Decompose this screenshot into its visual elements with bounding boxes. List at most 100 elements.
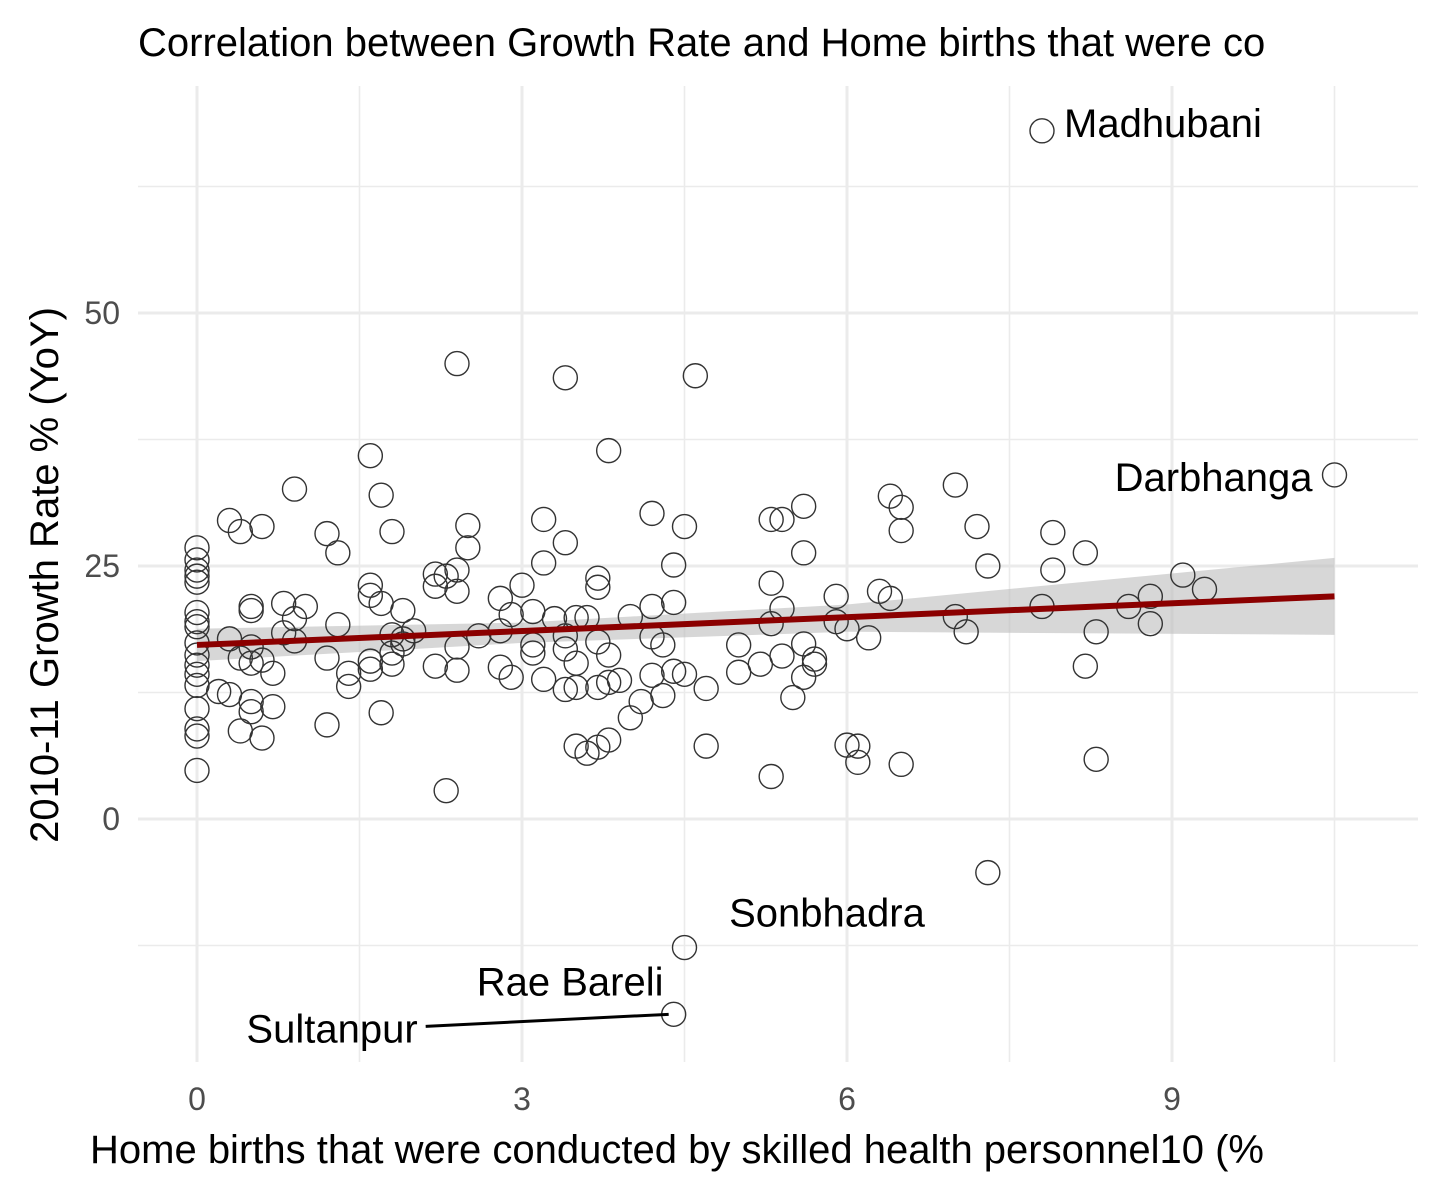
data-point	[281, 476, 308, 502]
data-point	[184, 563, 210, 589]
data-point	[671, 661, 698, 687]
x-tick-label: 0	[188, 1081, 206, 1117]
data-point	[520, 640, 546, 666]
data-point	[660, 589, 687, 616]
x-axis-title: Home births that were conducted by skill…	[90, 1128, 1264, 1172]
data-point	[433, 777, 459, 804]
data-point	[184, 695, 210, 722]
data-point	[1040, 519, 1066, 546]
data-point	[357, 572, 384, 598]
y-tick-label: 50	[84, 295, 120, 331]
data-point	[260, 693, 286, 720]
annotation-label: Rae Bareli	[477, 961, 664, 1005]
data-point	[184, 608, 210, 635]
data-point	[184, 652, 210, 678]
data-point	[184, 599, 210, 626]
data-point	[357, 656, 384, 682]
data-point	[357, 648, 384, 674]
data-point	[942, 603, 969, 630]
data-point	[801, 646, 828, 672]
data-point	[1321, 462, 1348, 488]
data-point	[433, 563, 459, 589]
data-point	[455, 535, 481, 561]
data-point	[184, 547, 210, 573]
chart-title: Correlation between Growth Rate and Home…	[138, 21, 1265, 65]
data-point	[585, 574, 611, 600]
data-point	[379, 651, 405, 677]
data-point	[184, 557, 210, 583]
data-point	[660, 552, 687, 578]
data-point	[444, 657, 470, 683]
data-point	[249, 513, 275, 540]
data-point	[335, 660, 362, 686]
y-tick-label: 0	[102, 801, 120, 837]
data-point	[725, 632, 752, 658]
data-point	[1040, 557, 1066, 583]
data-point	[845, 749, 871, 776]
data-point	[1083, 746, 1109, 772]
data-point	[595, 642, 622, 668]
data-point	[1083, 619, 1109, 645]
data-point	[325, 540, 351, 566]
data-point	[585, 565, 611, 591]
data-point	[357, 442, 384, 469]
annotation-layer: Madhubani Darbhanga Sonbhadra Rae Bareli Sul…	[246, 102, 1313, 1051]
annotation-label: Madhubani	[1064, 102, 1262, 146]
data-point	[964, 513, 990, 540]
data-point	[693, 675, 719, 702]
data-point	[184, 535, 210, 561]
data-point	[563, 733, 589, 759]
data-point	[660, 658, 687, 684]
data-point	[314, 712, 340, 738]
annotation-label: Darbhanga	[1115, 456, 1314, 500]
data-point	[650, 682, 676, 709]
data-point	[595, 669, 622, 696]
annotation-leader-line	[425, 1012, 669, 1028]
data-point	[758, 763, 784, 790]
data-point	[888, 494, 914, 521]
data-point	[444, 578, 470, 604]
data-point	[184, 614, 210, 640]
data-point	[1072, 653, 1099, 679]
data-point	[390, 597, 416, 624]
data-point	[975, 553, 1001, 579]
annotation-label: Sultanpur	[246, 1007, 417, 1051]
annotation-label: Sonbhadra	[729, 892, 925, 936]
data-point	[790, 493, 817, 519]
data-point	[790, 540, 817, 566]
data-point	[563, 674, 589, 701]
data-point	[682, 363, 709, 389]
data-point	[953, 619, 979, 645]
points-layer	[184, 118, 1348, 1028]
data-point	[1170, 562, 1196, 588]
data-point	[314, 645, 340, 671]
trend-line-layer	[196, 593, 1335, 648]
data-point	[368, 482, 394, 508]
data-point	[227, 518, 254, 545]
data-point	[379, 518, 405, 545]
data-point	[314, 520, 340, 547]
data-point	[790, 631, 817, 657]
data-point	[758, 506, 784, 533]
data-point	[769, 643, 795, 669]
data-point	[216, 507, 243, 534]
data-point	[422, 653, 449, 679]
data-point	[888, 751, 914, 778]
x-tick-label: 6	[838, 1081, 856, 1117]
x-tick-label: 9	[1163, 1081, 1181, 1117]
data-point	[184, 716, 210, 742]
data-point	[184, 569, 210, 595]
data-point	[422, 573, 449, 599]
y-axis-title: 2010-11 Growth Rate % (YoY)	[23, 307, 67, 843]
data-point	[693, 733, 719, 759]
data-point	[639, 500, 665, 527]
data-point	[790, 664, 817, 691]
data-point	[530, 506, 557, 533]
data-point	[671, 513, 698, 540]
data-point	[552, 365, 579, 391]
data-point	[801, 651, 828, 677]
data-point	[444, 350, 470, 377]
data-point	[595, 437, 622, 464]
data-point	[520, 598, 546, 625]
